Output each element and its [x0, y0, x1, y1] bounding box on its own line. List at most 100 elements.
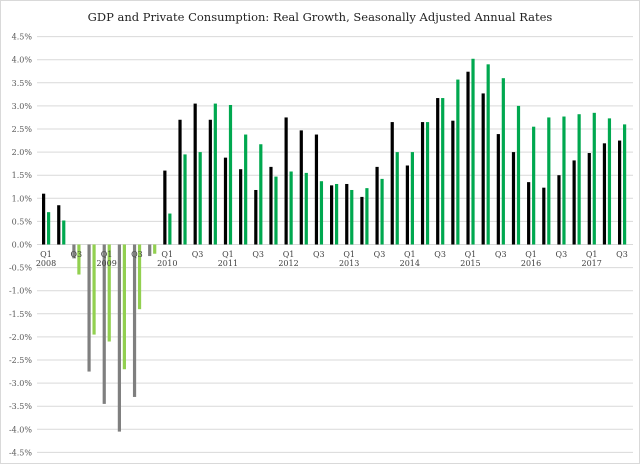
- gdp-bar: [102, 244, 106, 404]
- consumption-bar: [274, 176, 278, 245]
- consumption-bar: [441, 98, 445, 245]
- gdp-bar: [572, 160, 576, 245]
- consumption-bar: [380, 178, 384, 245]
- y-tick-label: -4.5%: [9, 448, 32, 457]
- consumption-bar: [562, 116, 566, 245]
- y-tick-label: 1.0%: [12, 194, 33, 203]
- consumption-bar: [153, 244, 157, 254]
- gdp-bar: [420, 122, 425, 245]
- gdp-bar: [148, 244, 152, 257]
- gdp-bar: [42, 193, 46, 245]
- gdp-bar: [284, 117, 288, 245]
- x-quarter-label: Q3: [495, 250, 507, 259]
- gdp-bar: [345, 183, 349, 245]
- x-year-label: 2016: [521, 259, 541, 268]
- gdp-bar: [481, 93, 485, 245]
- consumption-bar: [259, 144, 263, 245]
- consumption-bar: [92, 244, 96, 335]
- gdp-bar: [57, 205, 61, 245]
- consumption-bar: [77, 244, 81, 275]
- consumption-bar: [425, 122, 430, 245]
- y-tick-label: 4.5%: [12, 33, 33, 42]
- x-quarter-label: Q1: [404, 250, 416, 259]
- consumption-bar: [213, 103, 217, 245]
- gdp-bar: [436, 98, 440, 245]
- gdp-bar: [390, 122, 394, 245]
- y-tick-label: 3.5%: [12, 79, 33, 88]
- gdp-bar: [178, 119, 182, 245]
- y-tick-label: -1.5%: [9, 310, 32, 319]
- chart-title: GDP and Private Consumption: Real Growth…: [88, 10, 553, 24]
- consumption-bar: [471, 58, 475, 245]
- x-year-label: 2011: [218, 259, 238, 268]
- x-quarter-label: Q3: [374, 250, 386, 259]
- x-quarter-label: Q3: [313, 250, 325, 259]
- gdp-bar: [239, 169, 243, 245]
- consumption-bar: [319, 181, 324, 245]
- x-quarter-label: Q1: [465, 250, 477, 259]
- y-tick-label: 2.0%: [12, 148, 33, 157]
- gdp-bar: [511, 152, 516, 245]
- consumption-bar: [486, 64, 490, 245]
- gdp-bar: [557, 175, 561, 245]
- gdp-bar: [602, 143, 607, 245]
- consumption-bar: [228, 104, 233, 245]
- x-year-label: 2012: [278, 259, 298, 268]
- x-year-label: 2013: [339, 259, 359, 268]
- consumption-bar: [183, 154, 187, 245]
- y-tick-label: -2.5%: [9, 356, 32, 365]
- gdp-bar: [87, 244, 91, 372]
- consumption-bar: [501, 78, 505, 245]
- consumption-bar: [244, 134, 248, 245]
- consumption-bar: [592, 112, 596, 245]
- x-quarter-label: Q3: [131, 250, 143, 259]
- consumption-bar: [335, 183, 339, 245]
- gdp-bar: [299, 130, 303, 245]
- x-quarter-label: Q3: [70, 250, 82, 259]
- consumption-bar: [456, 79, 460, 245]
- consumption-bar: [365, 188, 369, 245]
- x-quarter-label: Q1: [586, 250, 598, 259]
- consumption-bar: [607, 118, 612, 245]
- y-tick-label: 1.5%: [12, 171, 33, 180]
- consumption-bar: [289, 171, 293, 245]
- gdp-bar: [451, 120, 455, 245]
- y-tick-label: -2.0%: [9, 333, 32, 342]
- gdp-bar: [527, 182, 531, 245]
- gdp-bar: [542, 187, 546, 245]
- consumption-bar: [122, 244, 126, 370]
- gdp-bar: [466, 71, 470, 245]
- consumption-bar: [623, 124, 627, 245]
- consumption-bar: [168, 213, 172, 245]
- gdp-bar: [360, 196, 364, 245]
- y-tick-label: 0.5%: [12, 217, 33, 226]
- gdp-bar: [72, 244, 76, 259]
- x-quarter-label: Q1: [222, 250, 234, 259]
- consumption-bar: [107, 244, 111, 342]
- consumption-bar: [198, 152, 202, 245]
- y-tick-label: -4.0%: [9, 425, 32, 434]
- consumption-bar: [410, 152, 414, 245]
- x-year-label: 2017: [582, 259, 602, 268]
- gdp-bar: [618, 140, 622, 245]
- consumption-bar: [532, 126, 536, 245]
- y-tick-label: -0.5%: [9, 264, 32, 273]
- gdp-bar: [314, 134, 319, 245]
- x-year-label: 2008: [36, 259, 56, 268]
- consumption-bar: [577, 114, 581, 245]
- x-quarter-label: Q1: [101, 250, 113, 259]
- gdp-bar: [254, 189, 258, 245]
- y-tick-label: 2.5%: [12, 125, 33, 134]
- consumption-bar: [395, 152, 399, 245]
- x-quarter-label: Q1: [161, 250, 173, 259]
- gdp-bar: [117, 244, 121, 432]
- consumption-bar: [62, 220, 66, 245]
- x-quarter-label: Q3: [252, 250, 264, 259]
- gdp-bar: [496, 134, 500, 245]
- gdp-bar: [223, 157, 228, 245]
- consumption-bar: [304, 172, 308, 245]
- consumption-bar: [547, 117, 551, 245]
- y-tick-label: -3.0%: [9, 379, 32, 388]
